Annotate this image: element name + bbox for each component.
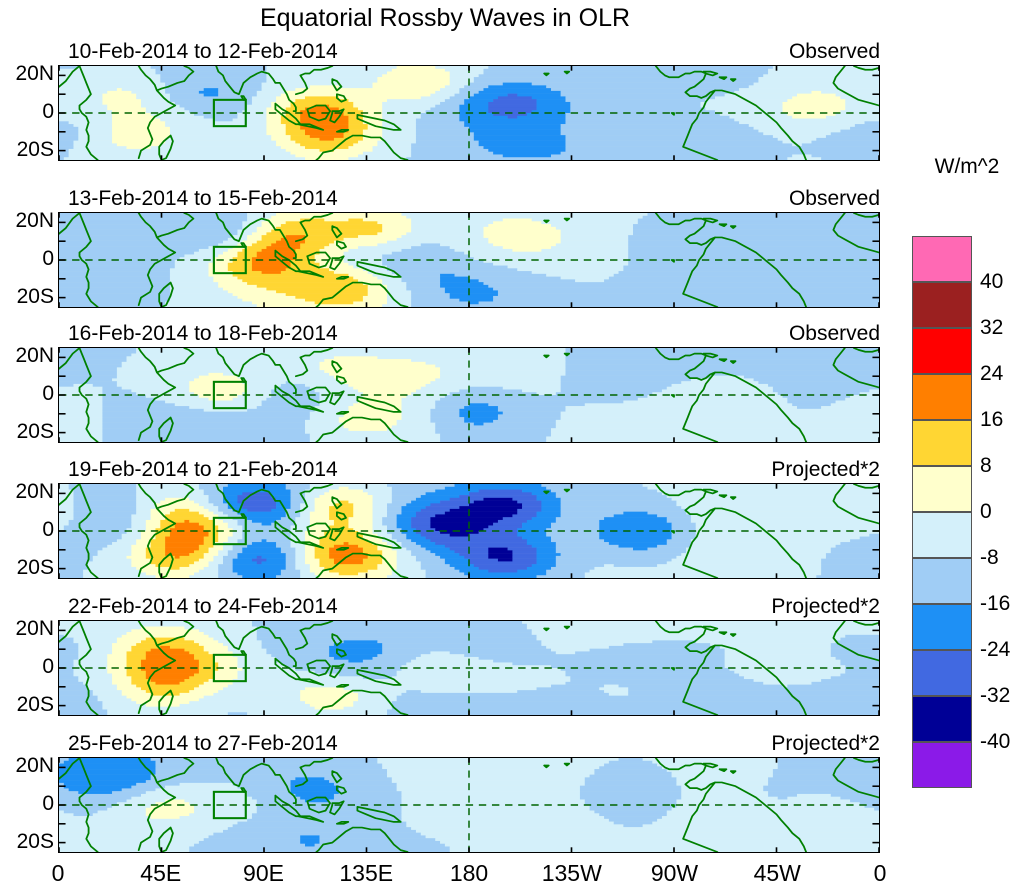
y-tick-label: 20N: [15, 61, 54, 85]
x-tick-label: 180: [449, 860, 489, 886]
colorbar-tick-label: 32: [980, 316, 1004, 339]
x-tick-label: 135E: [339, 860, 394, 886]
panel-kind-label: Projected*2: [771, 732, 880, 755]
y-tick-label: 20N: [15, 343, 54, 367]
x-tick-label: 0: [873, 860, 887, 886]
panel-header: 19-Feb-2014 to 21-Feb-2014 Projected*2: [58, 458, 880, 482]
y-tick-label: 20N: [15, 208, 54, 232]
colorbar-swatch: [912, 466, 972, 512]
panel-header: 10-Feb-2014 to 12-Feb-2014 Observed: [58, 40, 880, 64]
panel-kind-label: Projected*2: [771, 595, 880, 618]
colorbar-tick-label: 16: [980, 408, 1004, 431]
colorbar-tick-label: -24: [980, 638, 1011, 661]
panel-date-label: 13-Feb-2014 to 15-Feb-2014: [68, 187, 338, 210]
colorbar-swatch: [912, 328, 972, 374]
panel-kind-label: Observed: [788, 187, 880, 210]
colorbar-tick-label: -8: [980, 546, 999, 569]
y-tick-label: 0: [42, 792, 54, 815]
colorbar-unit-label: W/m^2: [934, 155, 1000, 178]
panel-date-label: 22-Feb-2014 to 24-Feb-2014: [68, 595, 338, 618]
colorbar-swatch: [912, 420, 972, 466]
y-tick-label: 20S: [16, 830, 54, 854]
y-tick-label: 20S: [16, 556, 54, 580]
colorbar-swatch: [912, 282, 972, 328]
panel-date-label: 19-Feb-2014 to 21-Feb-2014: [68, 458, 338, 481]
panel-date-label: 10-Feb-2014 to 12-Feb-2014: [68, 40, 338, 63]
y-tick-label: 20S: [16, 693, 54, 717]
y-tick-label: 0: [42, 518, 54, 541]
colorbar-swatch: [912, 236, 972, 282]
colorbar-tick-label: 24: [980, 362, 1004, 385]
x-tick-label: 135W: [541, 860, 602, 886]
panel-kind-label: Observed: [788, 40, 880, 63]
colorbar-swatch: [912, 512, 972, 558]
colorbar-tick-label: 40: [980, 270, 1004, 293]
colorbar-swatch: [912, 558, 972, 604]
panel-header: 13-Feb-2014 to 15-Feb-2014 Observed: [58, 187, 880, 211]
colorbar-swatch: [912, 650, 972, 696]
map-panel[interactable]: [58, 757, 880, 853]
y-tick-label: 0: [42, 247, 54, 270]
y-tick-label: 0: [42, 382, 54, 405]
panel-header: 25-Feb-2014 to 27-Feb-2014 Projected*2: [58, 732, 880, 756]
y-tick-label: 0: [42, 100, 54, 123]
x-tick-label: 90E: [243, 860, 284, 886]
panel-header: 16-Feb-2014 to 18-Feb-2014 Observed: [58, 322, 880, 346]
y-tick-label: 20S: [16, 420, 54, 444]
x-tick-label: 45W: [753, 860, 801, 886]
x-tick-label: 0: [51, 860, 65, 886]
y-tick-label: 20S: [16, 138, 54, 162]
panel-date-label: 25-Feb-2014 to 27-Feb-2014: [68, 732, 338, 755]
map-panel[interactable]: [58, 347, 880, 443]
panel-kind-label: Observed: [788, 322, 880, 345]
colorbar-tick-label: -16: [980, 592, 1011, 615]
map-panel[interactable]: [58, 65, 880, 161]
y-tick-label: 20N: [15, 479, 54, 503]
panel-kind-label: Projected*2: [771, 458, 880, 481]
map-panel[interactable]: [58, 212, 880, 308]
colorbar-tick-label: 0: [980, 500, 992, 523]
y-tick-label: 20N: [15, 616, 54, 640]
colorbar-tick-label: 8: [980, 454, 992, 477]
y-tick-label: 20S: [16, 285, 54, 309]
x-axis: 0 45E 90E 135E 180 135W 90W 45W 0: [52, 846, 887, 886]
y-tick-label: 20N: [15, 753, 54, 777]
x-tick-label: 45E: [140, 860, 182, 886]
colorbar-tick-label: -40: [980, 730, 1011, 753]
panel-header: 22-Feb-2014 to 24-Feb-2014 Projected*2: [58, 595, 880, 619]
x-tick-label: 90W: [650, 860, 699, 886]
colorbar-tick-label: -32: [980, 684, 1011, 707]
panel-date-label: 16-Feb-2014 to 18-Feb-2014: [68, 322, 338, 345]
map-panel[interactable]: [58, 483, 880, 579]
y-tick-label: 0: [42, 655, 54, 678]
colorbar-swatch: [912, 696, 972, 742]
colorbar-swatch: [912, 374, 972, 420]
figure-title: Equatorial Rossby Waves in OLR: [259, 4, 631, 32]
map-panel[interactable]: [58, 620, 880, 716]
colorbar-swatch: [912, 742, 972, 788]
colorbar-swatch: [912, 604, 972, 650]
